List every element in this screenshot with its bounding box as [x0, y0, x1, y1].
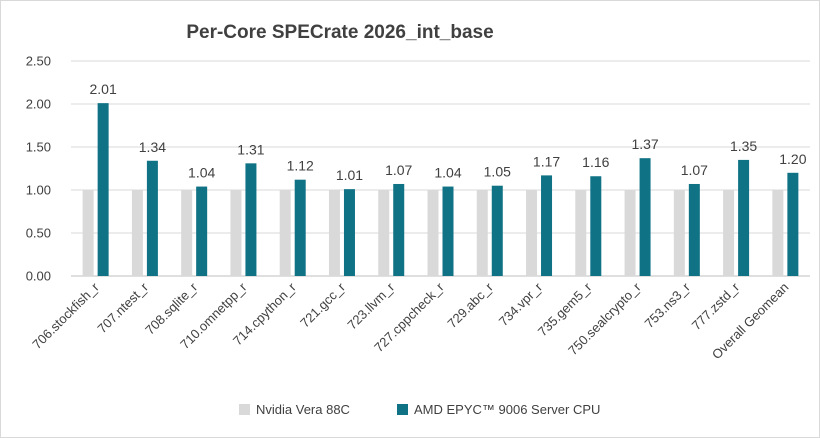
data-label: 1.05 — [484, 164, 511, 180]
bar-amd — [393, 183, 405, 276]
bar-amd — [590, 176, 602, 276]
data-label: 1.07 — [681, 162, 708, 178]
y-axis-tick-labels: 0.00 0.50 1.00 1.50 2.00 2.50 — [26, 54, 51, 284]
bars — [82, 103, 799, 276]
bar-nvidia — [575, 190, 587, 276]
data-label: 1.04 — [434, 165, 461, 181]
data-label: 1.37 — [631, 136, 658, 152]
legend: Nvidia Vera 88C AMD EPYC™ 9006 Server CP… — [239, 402, 600, 417]
data-label: 1.20 — [779, 151, 806, 167]
bar-amd — [688, 183, 700, 276]
bar-nvidia — [673, 190, 685, 276]
data-label: 1.01 — [336, 167, 363, 183]
data-labels: 2.01 1.34 1.04 1.31 1.12 1.01 1.07 1.04 1.05 1.17… — [90, 81, 807, 183]
x-category-label: 753.ns3_r — [641, 279, 693, 331]
data-label: 1.04 — [188, 165, 215, 181]
y-tick-label: 0.00 — [26, 269, 51, 284]
bar-nvidia — [279, 190, 291, 276]
y-tick-label: 1.00 — [26, 183, 51, 198]
bar-nvidia — [526, 190, 538, 276]
data-label: 1.35 — [730, 138, 757, 154]
bar-amd — [146, 160, 158, 276]
bar-amd — [196, 186, 208, 276]
x-category-label: 706.stockfish_r — [29, 279, 102, 352]
data-label: 1.17 — [533, 153, 560, 169]
legend-label-nvidia: Nvidia Vera 88C — [256, 402, 350, 417]
bar-amd — [343, 189, 355, 276]
data-label: 1.34 — [139, 139, 166, 155]
y-tick-label: 2.00 — [26, 97, 51, 112]
y-tick-label: 1.50 — [26, 140, 51, 155]
x-category-label: 729.abc_r — [444, 279, 496, 331]
data-label: 1.07 — [385, 162, 412, 178]
bar-nvidia — [476, 190, 488, 276]
legend-swatch-nvidia — [239, 404, 250, 415]
bar-nvidia — [82, 190, 94, 276]
bar-nvidia — [230, 190, 242, 276]
bar-amd — [491, 185, 503, 276]
bar-nvidia — [723, 190, 735, 276]
bar-amd — [738, 159, 750, 276]
data-label: 1.31 — [237, 141, 264, 157]
bar-nvidia — [378, 190, 390, 276]
x-axis-category-labels: 706.stockfish_r707.ntest_r708.sqlite_r71… — [29, 279, 791, 362]
data-label: 1.16 — [582, 154, 609, 170]
data-label: 1.12 — [287, 158, 314, 174]
bar-nvidia — [328, 190, 340, 276]
chart-title: Per-Core SPECrate 2026_int_base — [186, 22, 493, 43]
bar-nvidia — [131, 190, 143, 276]
bar-amd — [97, 103, 109, 276]
legend-swatch-amd — [397, 404, 408, 415]
bar-nvidia — [772, 190, 784, 276]
bar-amd — [245, 163, 257, 276]
bar-amd — [541, 175, 553, 276]
bar-amd — [639, 158, 651, 276]
bar-amd — [442, 186, 454, 276]
bar-nvidia — [624, 190, 636, 276]
x-category-label: 734.vpr_r — [496, 279, 546, 329]
data-label: 2.01 — [90, 81, 117, 97]
y-tick-label: 0.50 — [26, 226, 51, 241]
y-tick-label: 2.50 — [26, 54, 51, 69]
legend-label-amd: AMD EPYC™ 9006 Server CPU — [414, 402, 600, 417]
bar-nvidia — [181, 190, 193, 276]
bar-nvidia — [427, 190, 439, 276]
gridlines — [71, 60, 810, 277]
bar-amd — [294, 179, 306, 276]
x-category-label: 721.gcc_r — [297, 279, 348, 330]
bar-amd — [787, 172, 799, 276]
